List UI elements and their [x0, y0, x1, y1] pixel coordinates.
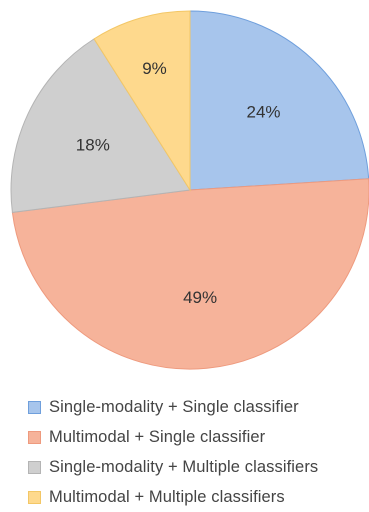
pie-slice-4 — [93, 10, 191, 192]
legend: Single-modality + Single classifier Multi… — [28, 392, 368, 512]
legend-label-2: Multimodal + Single classifier — [49, 427, 266, 446]
legend-label-3: Single-modality + Multiple classifiers — [49, 457, 319, 476]
legend-label-4: Multimodal + Multiple classifiers — [49, 487, 285, 506]
legend-swatch-1 — [28, 400, 41, 414]
pie-slice-label-4: 9% — [142, 59, 167, 78]
legend-item-1: Single-modality + Single classifier — [28, 392, 368, 422]
pie-slice-2 — [11, 178, 369, 370]
pie-slice-3 — [10, 38, 191, 213]
pie-slice-label-2: 49% — [183, 288, 217, 307]
legend-item-4: Multimodal + Multiple classifiers — [28, 482, 368, 512]
legend-label-1: Single-modality + Single classifier — [49, 397, 299, 416]
pie-slice-1 — [189, 10, 369, 191]
pie-slice-label-3: 18% — [76, 135, 110, 154]
pie-slice-label-1: 24% — [246, 103, 280, 122]
legend-swatch-3 — [28, 460, 41, 474]
legend-item-3: Single-modality + Multiple classifiers — [28, 452, 368, 482]
legend-item-2: Multimodal + Single classifier — [28, 422, 368, 452]
legend-swatch-4 — [28, 490, 41, 504]
pie-chart: 24% 49% 18% 9% — [10, 10, 369, 370]
legend-swatch-2 — [28, 430, 41, 444]
